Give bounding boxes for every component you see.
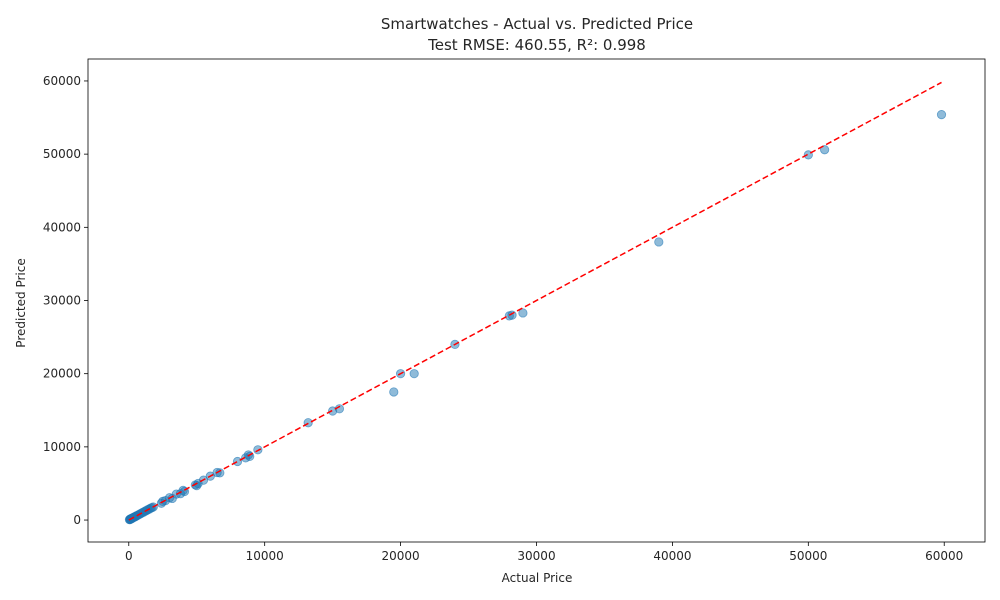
x-tick-label: 40000 bbox=[653, 549, 691, 563]
data-point bbox=[655, 238, 663, 246]
chart-subtitle: Test RMSE: 460.55, R²: 0.998 bbox=[427, 36, 646, 54]
y-tick-label: 30000 bbox=[43, 294, 81, 308]
y-tick-label: 60000 bbox=[43, 74, 81, 88]
x-axis-label: Actual Price bbox=[502, 571, 573, 585]
plot-area bbox=[125, 82, 945, 523]
y-tick-label: 0 bbox=[73, 513, 81, 527]
y-tick-label: 40000 bbox=[43, 220, 81, 234]
x-tick-label: 30000 bbox=[517, 549, 555, 563]
x-tick-label: 50000 bbox=[789, 549, 827, 563]
y-tick-label: 10000 bbox=[43, 440, 81, 454]
data-point bbox=[410, 369, 418, 377]
y-axis-label: Predicted Price bbox=[14, 258, 28, 347]
chart-title: Smartwatches - Actual vs. Predicted Pric… bbox=[381, 15, 693, 33]
x-tick-label: 20000 bbox=[381, 549, 419, 563]
reference-line bbox=[129, 82, 942, 520]
x-tick-label: 10000 bbox=[246, 549, 284, 563]
y-axis: 0 10000 20000 30000 40000 50000 60000 bbox=[43, 74, 88, 527]
data-point bbox=[937, 110, 945, 118]
x-axis: 0 10000 20000 30000 40000 50000 60000 bbox=[125, 542, 963, 563]
data-point bbox=[390, 388, 398, 396]
y-tick-label: 20000 bbox=[43, 367, 81, 381]
y-tick-label: 50000 bbox=[43, 147, 81, 161]
x-tick-label: 60000 bbox=[925, 549, 963, 563]
x-tick-label: 0 bbox=[125, 549, 133, 563]
